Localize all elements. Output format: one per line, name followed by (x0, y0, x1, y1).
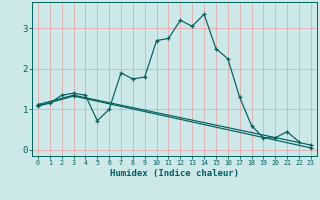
X-axis label: Humidex (Indice chaleur): Humidex (Indice chaleur) (110, 169, 239, 178)
